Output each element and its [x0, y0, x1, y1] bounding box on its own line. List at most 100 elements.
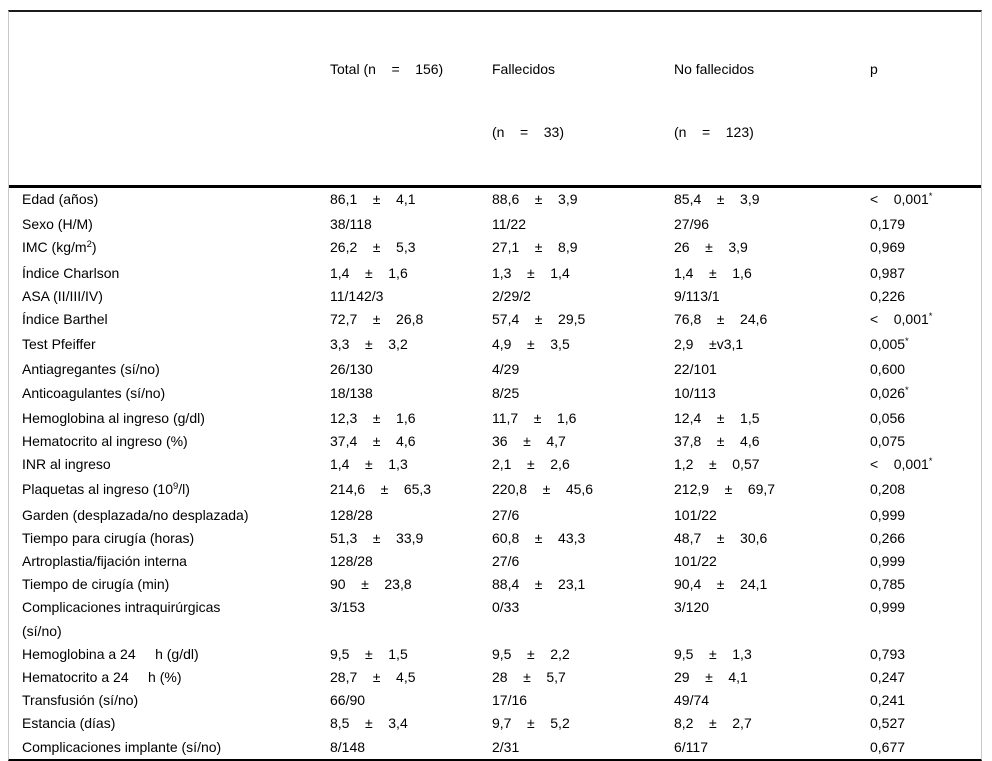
cell-total: 9,5 ± 1,5: [330, 643, 492, 666]
cell-no-fallecidos: 3/120: [674, 596, 870, 642]
row-label-text: ASA (II/III/IV): [22, 287, 103, 304]
cell-fallecidos: 2/29/2: [492, 285, 674, 308]
p-value-text: 0,266: [870, 529, 906, 546]
row-label: Hematocrito a 24 h (%): [22, 666, 330, 689]
cell-total: 8,5 ± 3,4: [330, 712, 492, 735]
row-label-text: Estancia (días): [22, 715, 116, 732]
row-label-text: /l): [178, 481, 190, 498]
cell-value: 11/22: [492, 216, 526, 233]
cell-value: 3/153: [330, 599, 366, 616]
cell-value: 27/6: [492, 553, 520, 570]
cell-value: 1,3 ± 1,4: [492, 264, 570, 281]
table-row: Sexo (H/M) 38/118 11/22 27/96 0,179: [9, 213, 981, 236]
cell-total: 214,6 ± 65,3: [330, 478, 492, 503]
cell-value: 11,7 ± 1,6: [492, 409, 577, 426]
cell-value: 9,5 ± 1,5: [330, 645, 408, 662]
cell-value: 26/130: [330, 361, 373, 378]
row-label: Test Pfeiffer: [22, 333, 330, 358]
cell-p-value: < 0,001*: [870, 453, 981, 478]
p-value-text: 0,999: [870, 506, 906, 523]
table-row: Hemoglobina a 24 h (g/dl) 9,5 ± 1,5 9,5 ± …: [9, 643, 981, 666]
row-label: Índice Barthel: [22, 308, 330, 333]
cell-value: 29 ± 4,1: [674, 669, 748, 686]
row-label-text: Antiagregantes (sí/no): [22, 361, 160, 378]
row-label: Anticoagulantes (sí/no): [22, 382, 330, 407]
cell-value: 90 ± 23,8: [330, 576, 412, 593]
cell-p-value: < 0,001*: [870, 308, 981, 333]
cell-value: 66/90: [330, 692, 366, 709]
cell-total: 1,4 ± 1,3: [330, 453, 492, 478]
cell-fallecidos: 9,7 ± 5,2: [492, 712, 674, 735]
cell-value: 26,2 ± 5,3: [330, 239, 416, 256]
cell-value: 76,8 ± 24,6: [674, 311, 768, 328]
p-value-text: 0,075: [870, 433, 906, 450]
cell-value: 28 ± 5,7: [492, 669, 566, 686]
table-row: Plaquetas al ingreso (109/l) 214,6 ± 65,3…: [9, 478, 981, 503]
cell-value: 37,4 ± 4,6: [330, 433, 416, 450]
table-row: IMC (kg/m2) 26,2 ± 5,3 27,1 ± 8,9 26 ± 3,9 0…: [9, 236, 981, 261]
cell-p-value: 0,266: [870, 527, 981, 550]
table-row: Test Pfeiffer 3,3 ± 3,2 4,9 ± 3,5 2,9 ±v3,1…: [9, 333, 981, 358]
cell-p-value: 0,677: [870, 736, 981, 759]
cell-no-fallecidos: 90,4 ± 24,1: [674, 573, 870, 596]
cell-fallecidos: 11/22: [492, 213, 674, 236]
cell-fallecidos: 4/29: [492, 358, 674, 381]
cell-value: 8/25: [492, 384, 520, 401]
cell-no-fallecidos: 1,4 ± 1,6: [674, 262, 870, 285]
row-label-text: IMC (kg/m: [22, 239, 87, 256]
table-row: Garden (desplazada/no desplazada) 128/28 2…: [9, 504, 981, 527]
cell-value: 28,7 ± 4,5: [330, 669, 416, 686]
cell-total: 51,3 ± 33,9: [330, 527, 492, 550]
row-label: Complicaciones intraquirúrgicas (sí/no): [22, 596, 330, 642]
cell-p-value: 0,600: [870, 358, 981, 381]
p-value-text: < 0,001: [870, 456, 929, 473]
row-label-text: Hemoglobina a 24 h (g/dl): [22, 645, 199, 662]
cell-p-value: 0,999: [870, 596, 981, 642]
row-label-text: Complicaciones intraquirúrgicas: [22, 599, 221, 616]
cell-value: 72,7 ± 26,8: [330, 311, 424, 328]
significance-asterisk: *: [928, 191, 933, 202]
cell-value: 9,5 ± 1,3: [674, 645, 752, 662]
p-value-text: 0,247: [870, 669, 906, 686]
cell-value: 101/22: [674, 506, 717, 523]
cell-fallecidos: 60,8 ± 43,3: [492, 527, 674, 550]
row-label-line2: (sí/no): [22, 622, 62, 639]
cell-no-fallecidos: 212,9 ± 69,7: [674, 478, 870, 503]
cell-p-value: 0,241: [870, 689, 981, 712]
cell-p-value: < 0,001*: [870, 188, 981, 213]
p-value-text: 0,056: [870, 409, 906, 426]
cell-fallecidos: 27/6: [492, 504, 674, 527]
cell-value: 48,7 ± 30,6: [674, 529, 768, 546]
cell-fallecidos: 220,8 ± 45,6: [492, 478, 674, 503]
row-label: Plaquetas al ingreso (109/l): [22, 478, 330, 503]
cell-p-value: 0,793: [870, 643, 981, 666]
cell-total: 26,2 ± 5,3: [330, 236, 492, 261]
cell-total: 11/142/3: [330, 285, 492, 308]
p-value-text: < 0,001: [870, 191, 929, 207]
cell-total: 8/148: [330, 736, 492, 759]
cell-value: 4/29: [492, 361, 520, 378]
row-label-text: Edad (años): [22, 191, 99, 207]
cell-total: 128/28: [330, 504, 492, 527]
row-label-text: ): [91, 239, 97, 256]
row-label: IMC (kg/m2): [22, 236, 330, 261]
cell-p-value: 0,026*: [870, 382, 981, 407]
header-variable-column: [22, 17, 330, 185]
cell-fallecidos: 4,9 ± 3,5: [492, 333, 674, 358]
p-value-text: 0,226: [870, 287, 906, 304]
p-value-text: 0,999: [870, 553, 906, 570]
cell-total: 37,4 ± 4,6: [330, 430, 492, 453]
header-p-column: p: [870, 17, 981, 185]
row-label: INR al ingreso: [22, 453, 330, 478]
cell-no-fallecidos: 49/74: [674, 689, 870, 712]
cell-no-fallecidos: 10/113: [674, 382, 870, 407]
table-row: ASA (II/III/IV) 11/142/3 2/29/2 9/113/1 0,22…: [9, 285, 981, 308]
cell-no-fallecidos: 29 ± 4,1: [674, 666, 870, 689]
header-line1: Total (n = 156): [330, 61, 444, 77]
row-label-text: Índice Barthel: [22, 311, 108, 328]
cell-p-value: 0,999: [870, 504, 981, 527]
table-row: Edad (años) 86,1 ± 4,1 88,6 ± 3,9 85,4 ± 3,…: [9, 188, 981, 213]
cell-value: 2,1 ± 2,6: [492, 456, 570, 473]
row-label: Edad (años): [22, 188, 330, 213]
cell-value: 214,6 ± 65,3: [330, 481, 432, 498]
